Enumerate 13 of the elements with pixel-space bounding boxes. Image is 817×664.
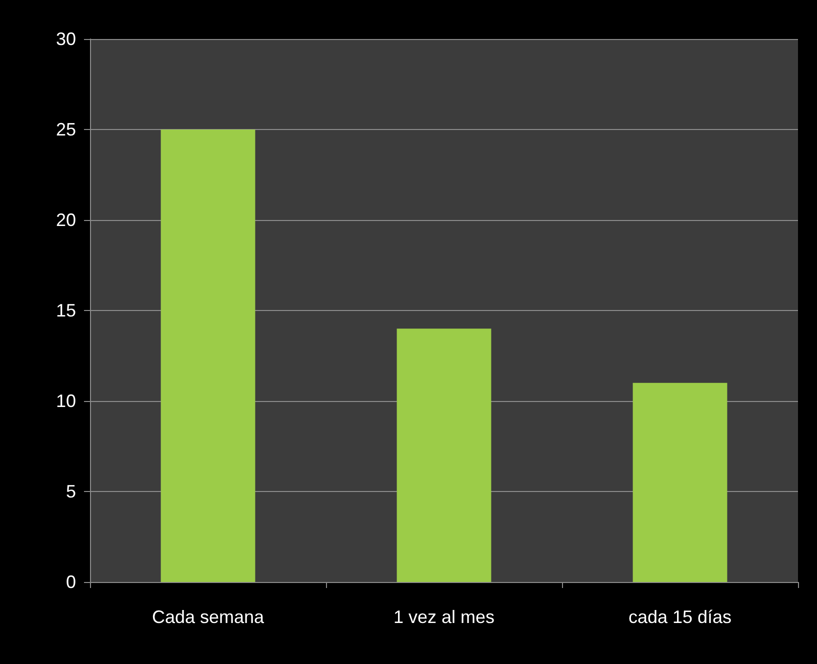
x-tick-label: cada 15 días bbox=[628, 607, 732, 627]
x-tick-label: 1 vez al mes bbox=[393, 607, 495, 627]
bar bbox=[160, 130, 256, 582]
x-tick-label: Cada semana bbox=[152, 607, 266, 627]
bar bbox=[396, 328, 492, 582]
y-tick-label: 5 bbox=[66, 482, 76, 502]
y-tick-label: 30 bbox=[56, 29, 76, 49]
y-tick-label: 15 bbox=[56, 300, 76, 320]
y-tick-label: 0 bbox=[66, 572, 76, 592]
y-tick-label: 25 bbox=[56, 120, 76, 140]
y-tick-label: 20 bbox=[56, 210, 76, 230]
y-tick-label: 10 bbox=[56, 391, 76, 411]
bar bbox=[632, 382, 728, 582]
